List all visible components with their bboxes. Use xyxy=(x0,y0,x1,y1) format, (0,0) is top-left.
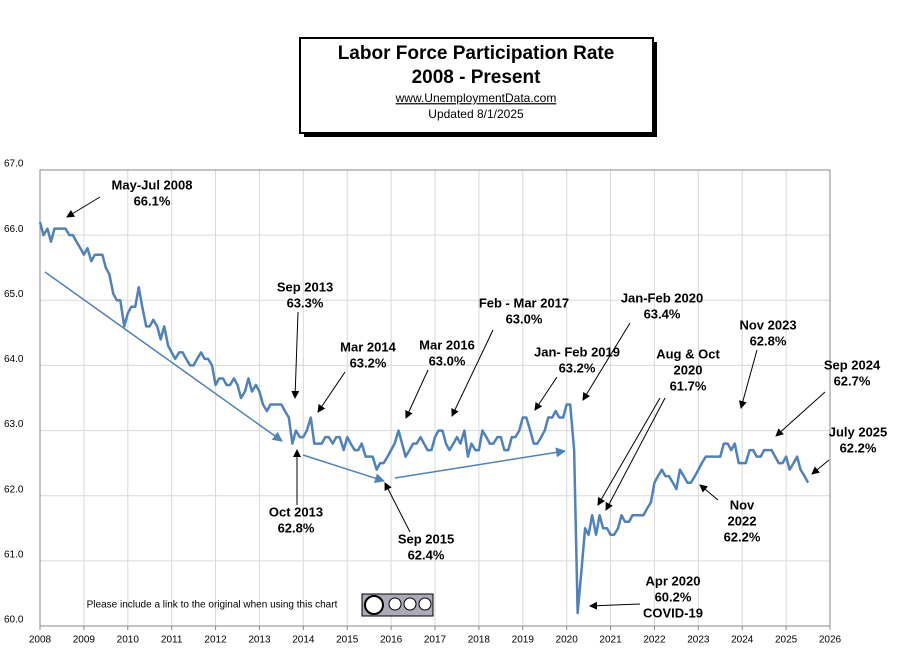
badge-icon xyxy=(418,597,432,611)
annotation-arrow xyxy=(66,196,101,218)
annotation-text: 2020 xyxy=(674,362,703,377)
annotation-text: Aug & Oct xyxy=(656,346,720,361)
annotation-arrow xyxy=(451,329,494,417)
x-tick-label: 2023 xyxy=(687,635,710,646)
annotation-text: Nov xyxy=(730,497,755,512)
annotation-text: May-Jul 2008 xyxy=(112,177,193,192)
x-tick-label: 2024 xyxy=(731,635,754,646)
annotation-text: Apr 2020 xyxy=(646,573,701,588)
chart-subtitle: 2008 - Present xyxy=(412,67,542,88)
annotation-text: Nov 2023 xyxy=(739,317,796,332)
y-tick-label: 63.0 xyxy=(4,419,24,430)
y-tick-label: 64.0 xyxy=(4,354,24,365)
annotation-text: 63.3% xyxy=(287,295,324,310)
annotation-text: Mar 2014 xyxy=(340,339,396,354)
x-tick-label: 2019 xyxy=(512,635,535,646)
y-tick-label: 62.0 xyxy=(4,484,24,495)
annotation-arrow xyxy=(384,482,411,533)
annotation-arrow xyxy=(811,459,830,475)
annotation-text: 62.4% xyxy=(408,547,445,562)
annotation-arrow xyxy=(589,601,641,610)
license-badge xyxy=(361,593,434,617)
annotation-text: 62.7% xyxy=(834,373,871,388)
data-line xyxy=(38,221,810,615)
x-tick-label: 2014 xyxy=(292,635,315,646)
y-tick-label: 60.0 xyxy=(4,615,24,626)
x-tick-label: 2025 xyxy=(775,635,798,646)
annotation-text: Mar 2016 xyxy=(419,337,475,352)
annotation-arrow xyxy=(317,371,346,413)
y-tick-label: 66.0 xyxy=(4,224,24,235)
chart-title: Labor Force Participation Rate xyxy=(338,43,615,64)
ticks: 60.0 61.0 62.0 63.0 64.0 65.0 66.0 67.0 2008 2009… xyxy=(4,159,842,646)
annotation-text: Jan-Feb 2020 xyxy=(621,290,703,305)
badge-icon xyxy=(403,597,417,611)
badge-icon xyxy=(388,597,402,611)
x-tick-label: 2010 xyxy=(117,635,140,646)
annotation-arrow xyxy=(582,322,631,401)
x-tick-label: 2022 xyxy=(643,635,666,646)
x-tick-label: 2011 xyxy=(161,635,183,646)
annotation-arrow xyxy=(291,311,300,399)
x-tick-label: 2012 xyxy=(204,635,227,646)
annotation-text: Jan- Feb 2019 xyxy=(534,344,620,359)
annotation-text: Sep 2013 xyxy=(277,279,333,294)
x-tick-label: 2016 xyxy=(380,635,403,646)
x-tick-label: 2015 xyxy=(336,635,359,646)
x-tick-label: 2021 xyxy=(599,635,622,646)
annotation-text: Oct 2013 xyxy=(269,504,323,519)
y-tick-label: 61.0 xyxy=(4,549,24,560)
trend-arrow xyxy=(44,271,283,442)
annotation-text: 62.2% xyxy=(724,529,761,544)
grid xyxy=(39,169,831,627)
annotation-text: 63.0% xyxy=(506,311,543,326)
x-tick-label: 2018 xyxy=(468,635,491,646)
annotation-text: Sep 2015 xyxy=(398,531,454,546)
x-tick-label: 2008 xyxy=(29,635,52,646)
source-link[interactable]: www.UnemploymentData.com xyxy=(395,91,557,105)
annotation-text: 62.8% xyxy=(278,520,315,535)
title-box xyxy=(299,37,654,134)
annotation-text: 62.8% xyxy=(750,333,787,348)
annotation-text: Sep 2024 xyxy=(824,357,881,372)
annotation-text: 63.2% xyxy=(350,355,387,370)
x-tick-label: 2020 xyxy=(556,635,579,646)
trend-arrows xyxy=(44,271,566,484)
annotation-text: 66.1% xyxy=(134,193,171,208)
x-tick-label: 2026 xyxy=(819,635,842,646)
annotation-arrow xyxy=(405,369,429,419)
trend-arrow xyxy=(302,454,385,484)
annotation-arrow xyxy=(605,397,666,511)
updated: Updated 8/1/2025 xyxy=(428,107,524,121)
x-tick-label: 2009 xyxy=(73,635,96,646)
annotation-text: 63.0% xyxy=(429,353,466,368)
note: Please include a link to the original wh… xyxy=(87,600,338,611)
annotation-arrow xyxy=(597,397,661,506)
annotation-text: 62.2% xyxy=(840,440,877,455)
annotation-text: Feb - Mar 2017 xyxy=(479,295,569,310)
x-tick-label: 2013 xyxy=(248,635,271,646)
annotation-text: 60.2% xyxy=(655,589,692,604)
x-tick-label: 2017 xyxy=(424,635,447,646)
annotation-arrow xyxy=(534,376,558,411)
annotation-arrow xyxy=(699,484,719,501)
annotation-text: July 2025 xyxy=(829,424,888,439)
trend-arrow xyxy=(394,447,566,479)
badge-icon xyxy=(364,595,384,615)
annotation-text: 61.7% xyxy=(670,378,707,393)
annotation-text: 63.4% xyxy=(644,306,681,321)
y-tick-label: 65.0 xyxy=(4,289,24,300)
annotation-text: COVID-19 xyxy=(643,605,703,620)
annotation-text: 63.2% xyxy=(559,360,596,375)
annotation-text: 2022 xyxy=(728,513,757,528)
y-tick-label: 67.0 xyxy=(4,159,24,170)
annotation-arrow xyxy=(739,349,758,409)
annotation-arrow xyxy=(775,391,826,437)
